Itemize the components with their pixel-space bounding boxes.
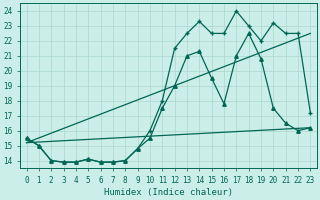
X-axis label: Humidex (Indice chaleur): Humidex (Indice chaleur) <box>104 188 233 197</box>
